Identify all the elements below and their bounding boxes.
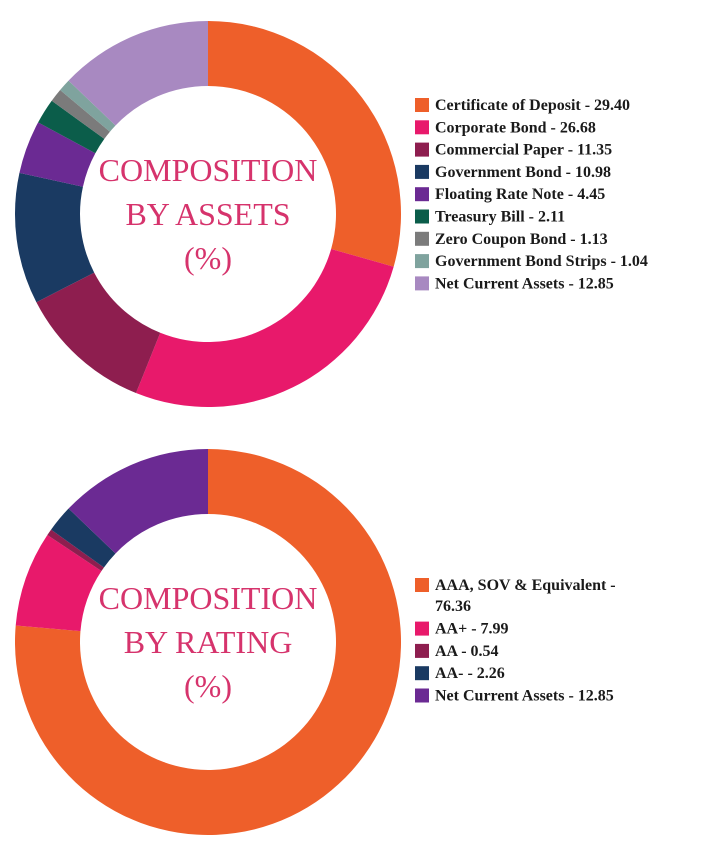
assets-legend-label: Zero Coupon Bond - 1.13 xyxy=(435,231,608,248)
assets-legend-label: Net Current Assets - 12.85 xyxy=(435,275,614,292)
rating-donut: COMPOSITION BY RATING (%) xyxy=(15,449,402,835)
assets-legend-label: Floating Rate Note - 4.45 xyxy=(435,186,605,203)
rating-legend-swatch xyxy=(415,578,429,592)
assets-legend-swatch xyxy=(415,187,429,202)
assets-legend-swatch xyxy=(415,254,429,269)
assets-slice xyxy=(68,21,209,126)
rating-slice xyxy=(68,449,209,554)
rating-slice xyxy=(51,508,116,568)
assets-slice xyxy=(135,248,394,407)
rating-center-title-line: BY RATING xyxy=(124,624,293,660)
assets-legend-label: Commercial Paper - 11.35 xyxy=(435,142,612,159)
assets-slice xyxy=(19,122,96,187)
assets-slice xyxy=(51,89,110,139)
assets-legend-swatch xyxy=(415,209,429,224)
rating-center-title-line: COMPOSITION xyxy=(99,580,318,616)
assets-legend-swatch xyxy=(415,276,429,291)
assets-slice xyxy=(36,272,161,394)
assets-slice xyxy=(38,100,105,154)
rating-legend-swatch xyxy=(415,666,429,681)
rating-slice xyxy=(15,535,102,632)
assets-legend-swatch xyxy=(415,98,429,112)
assets-slice xyxy=(208,21,401,267)
assets-legend-label: Certificate of Deposit - 29.40 xyxy=(435,97,630,114)
rating-legend-swatch xyxy=(415,688,429,703)
rating-legend-label: 76.36 xyxy=(435,598,471,615)
rating-legend-label: Net Current Assets - 12.85 xyxy=(435,688,614,705)
assets-slice xyxy=(14,172,95,303)
assets-center-title-line: (%) xyxy=(184,240,232,276)
assets-legend-label: Government Bond - 10.98 xyxy=(435,164,611,181)
assets-legend-label: Corporate Bond - 26.68 xyxy=(435,119,596,136)
rating-legend: AAA, SOV & Equivalent - 76.36 AA+ - 7.99 AA… xyxy=(415,577,616,705)
rating-composition-chart: COMPOSITION BY RATING (%) AAA, SOV & Equiv… xyxy=(0,428,717,856)
rating-legend-label: AAA, SOV & Equivalent - xyxy=(435,577,616,594)
assets-legend: Certificate of Deposit - 29.40 Corporate … xyxy=(415,97,648,292)
assets-legend-swatch xyxy=(415,142,429,157)
rating-legend-swatch xyxy=(415,643,429,658)
assets-donut: COMPOSITION BY ASSETS (%) xyxy=(14,21,401,407)
assets-slice xyxy=(60,80,116,132)
assets-center-title-line: BY ASSETS xyxy=(125,196,290,232)
rating-slice xyxy=(15,449,402,835)
assets-composition-chart: COMPOSITION BY ASSETS (%) Certificate of D… xyxy=(0,0,717,428)
rating-legend-label: AA- - 2.26 xyxy=(435,665,505,682)
rating-center-title-line: (%) xyxy=(184,668,232,704)
rating-slice xyxy=(47,529,104,572)
rating-legend-label: AA - 0.54 xyxy=(435,643,499,660)
rating-legend-swatch xyxy=(415,621,429,636)
assets-legend-label: Treasury Bill - 2.11 xyxy=(435,209,565,226)
assets-legend-swatch xyxy=(415,231,429,246)
assets-legend-swatch xyxy=(415,164,429,179)
assets-legend-swatch xyxy=(415,120,429,135)
assets-legend-label: Government Bond Strips - 1.04 xyxy=(435,253,648,270)
assets-center-title-line: COMPOSITION xyxy=(99,152,318,188)
rating-legend-label: AA+ - 7.99 xyxy=(435,621,509,638)
